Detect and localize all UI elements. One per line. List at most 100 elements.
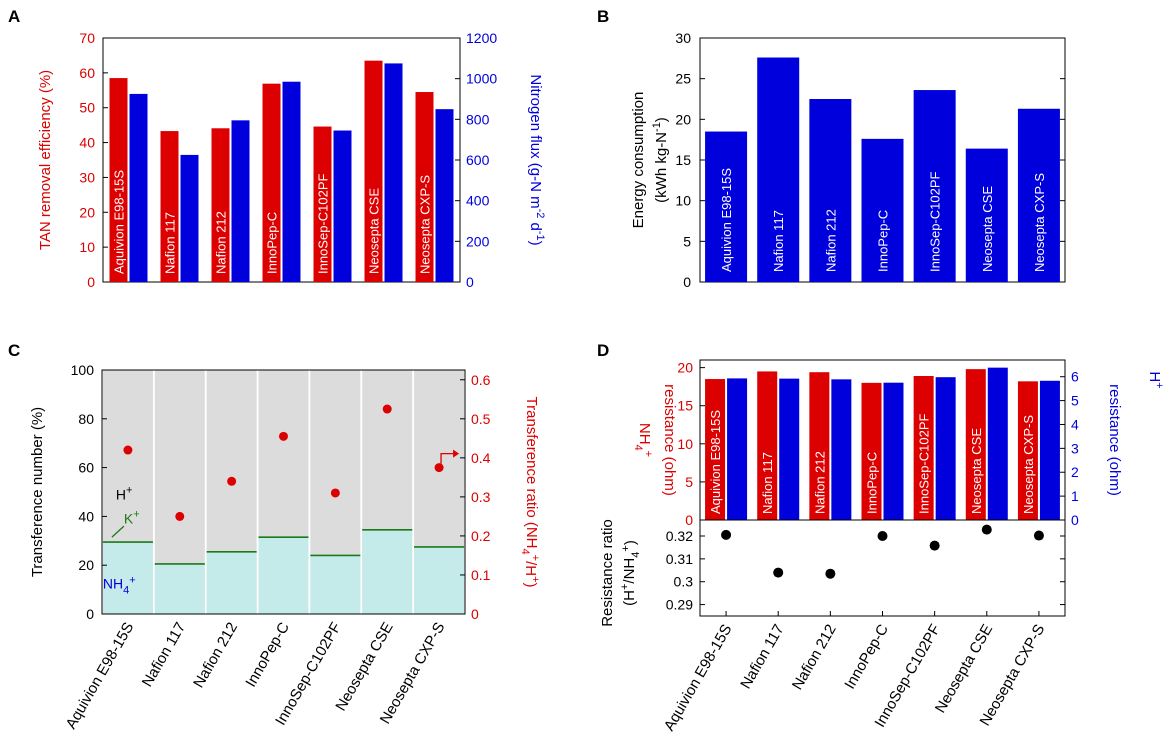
panel-c-frame bbox=[101, 369, 466, 615]
panel-a-ylabel-left: TAN removal efficiency (%) bbox=[37, 70, 54, 250]
panel-a-bar-flux bbox=[333, 130, 352, 282]
panel-b-tick-label: 30 bbox=[675, 30, 691, 46]
panel-c-bar-nh4 bbox=[258, 537, 309, 614]
panel-b-bar bbox=[913, 90, 956, 282]
panel-b-tick-label: 0 bbox=[683, 274, 691, 290]
panel-d-ylabel-left-text: resistance (ohm) bbox=[661, 384, 678, 496]
panel-d-ratio-point bbox=[1033, 530, 1044, 541]
panel-d-left-tick-label: 20 bbox=[677, 360, 693, 376]
panel-a-left-tick-label: 60 bbox=[79, 65, 95, 81]
panel-b-bar-label: InnoPep-C bbox=[876, 210, 891, 272]
panel-a-bar-label: Neosepta CSE bbox=[367, 188, 382, 274]
panel-d-bar-h bbox=[1039, 380, 1060, 520]
panel-a-right-tick-label: 800 bbox=[466, 111, 490, 127]
panel-d-category-label: InnoPep-C bbox=[841, 621, 892, 692]
panel-c-ylabel-left: Transference number (%) bbox=[29, 407, 46, 577]
panel-a-left-tick-label: 70 bbox=[79, 30, 95, 46]
panel-d-bottom-tick-label: 0.31 bbox=[666, 551, 693, 567]
panel-d-right-tick-label: 4 bbox=[1071, 416, 1079, 432]
panel-a-bar-tan bbox=[262, 83, 281, 282]
panel-a-bar-tan bbox=[415, 92, 434, 283]
panel-b-bar bbox=[861, 138, 904, 282]
panel-d-ratio-point bbox=[981, 524, 992, 535]
panel-d-bar-nh4 bbox=[965, 369, 986, 520]
panel-c-arrow-head bbox=[453, 449, 460, 458]
panel-d-bar-h bbox=[831, 379, 852, 520]
panel-a-frame bbox=[102, 37, 461, 283]
panel-c-category-label: Nafion 117 bbox=[139, 620, 189, 690]
panel-c-left-tick-label: 40 bbox=[78, 508, 94, 524]
panel-a-right-tick-label: 400 bbox=[466, 193, 490, 209]
panel-b-bar-label: InnoSep-C102PF bbox=[928, 171, 943, 272]
panel-d-bar-nh4 bbox=[757, 371, 778, 520]
panel-a-bar-label: InnoSep-C102PF bbox=[316, 173, 331, 274]
panel-c-left-tick-label: 20 bbox=[78, 557, 94, 573]
panel-c-bar-nh4 bbox=[206, 551, 257, 614]
panel-d-bottom-ylabel-line2: (H+/NH4+) bbox=[619, 540, 642, 606]
panel-b-bar bbox=[757, 57, 800, 282]
panel-a-bar-tan bbox=[313, 126, 332, 282]
panel-d-bottom-tick-label: 0.29 bbox=[666, 597, 693, 613]
panel-d-ylabel-left-ion: NH4+ bbox=[632, 423, 654, 457]
panel-d-left-tick-label: 10 bbox=[677, 436, 693, 452]
panel-c-bar-nh4 bbox=[102, 542, 153, 614]
panel-d-bar-label: InnoPep-C bbox=[865, 452, 880, 514]
panel-d-bar-nh4 bbox=[1017, 381, 1038, 520]
panel-b-bar bbox=[1017, 108, 1060, 282]
panel-d-category-label: Nafion 212 bbox=[789, 622, 840, 693]
panel-c-right-tick-label: 0.4 bbox=[471, 450, 491, 466]
panel-b-bar bbox=[705, 131, 748, 282]
panel-c-ylabel-right: Transference ratio (NH4+/H+) bbox=[519, 397, 541, 588]
panel-d-bar-h bbox=[935, 377, 956, 520]
panel-d-ratio-point bbox=[929, 540, 940, 551]
panel-a-ylabel-right: Nitrogen flux (g-N m-2 d-1) bbox=[527, 74, 546, 245]
panel-d-bar-label: Neosepta CSE bbox=[969, 428, 984, 514]
panel-a-bar-tan bbox=[109, 78, 128, 282]
panel-a-left-tick-label: 50 bbox=[79, 100, 95, 116]
panel-d-bottom-ylabel-line1: Resistance ratio bbox=[599, 519, 616, 627]
panel-d-ylabel-right-ion: H+ bbox=[1146, 371, 1165, 388]
panel-c-bar-nh4 bbox=[310, 555, 361, 614]
panel-c-ratio-point bbox=[279, 431, 288, 441]
panel-c-bar-nh4 bbox=[414, 546, 465, 614]
panel-a-right-tick-label: 200 bbox=[466, 233, 490, 249]
panel-c-annotation-k-arrow bbox=[111, 525, 125, 538]
panel-b-bar-label: Neosepta CSE bbox=[980, 186, 995, 272]
panel-b-tick-label: 15 bbox=[675, 152, 691, 168]
panel-b-bar bbox=[809, 99, 852, 282]
panel-a-bar-label: InnoPep-C bbox=[265, 212, 280, 274]
panel-d-ratio-point bbox=[773, 567, 784, 578]
panel-d-right-tick-label: 3 bbox=[1071, 440, 1079, 456]
panel-c-ratio-point bbox=[382, 404, 392, 414]
panel-d-right-tick-label: 2 bbox=[1071, 464, 1079, 480]
panel-c-left-tick-label: 80 bbox=[78, 411, 94, 427]
panel-d-top-frame bbox=[699, 359, 1066, 521]
panel-d-right-tick-label: 1 bbox=[1071, 488, 1079, 504]
panel-c-bar-nh4 bbox=[362, 529, 413, 614]
panel-d-bar-h bbox=[987, 367, 1008, 520]
panel-a-bar-tan bbox=[160, 131, 179, 282]
panel-d-ratio-point bbox=[825, 568, 836, 579]
panel-a-bar-flux bbox=[435, 109, 454, 283]
panel-a-bar-flux bbox=[384, 63, 403, 282]
panel-d-bar-nh4 bbox=[705, 379, 726, 520]
panel-d-right-tick-label: 0 bbox=[1071, 512, 1079, 528]
panel-b-tick-label: 10 bbox=[675, 193, 691, 209]
panel-c-annotation-nh4: NH4+ bbox=[103, 574, 136, 596]
panel-b-bar-label: Aquivion E98-15S bbox=[719, 168, 734, 272]
panel-b-bar-label: Neosepta CXP-S bbox=[1032, 173, 1047, 272]
panel-c-left-tick-label: 0 bbox=[86, 606, 94, 622]
panel-a-right-tick-label: 1200 bbox=[466, 30, 497, 46]
panel-a-bar-flux bbox=[231, 120, 250, 282]
panel-a-right-tick-label: 1000 bbox=[466, 71, 497, 87]
panel-c-category-label: InnoPep-C bbox=[242, 619, 293, 690]
panel-a-right-tick-label: 600 bbox=[466, 152, 490, 168]
panel-b-bar-label: Nafion 212 bbox=[823, 209, 838, 272]
panel-d-bar-label: Neosepta CXP-S bbox=[1021, 415, 1036, 514]
panel-b-bar bbox=[965, 148, 1008, 282]
panel-c-right-tick-label: 0.1 bbox=[471, 567, 491, 583]
panel-d-bar-label: Nafion 117 bbox=[760, 452, 775, 514]
panel-a-bar-tan bbox=[211, 128, 230, 282]
panel-c-left-tick-label: 100 bbox=[71, 362, 95, 378]
